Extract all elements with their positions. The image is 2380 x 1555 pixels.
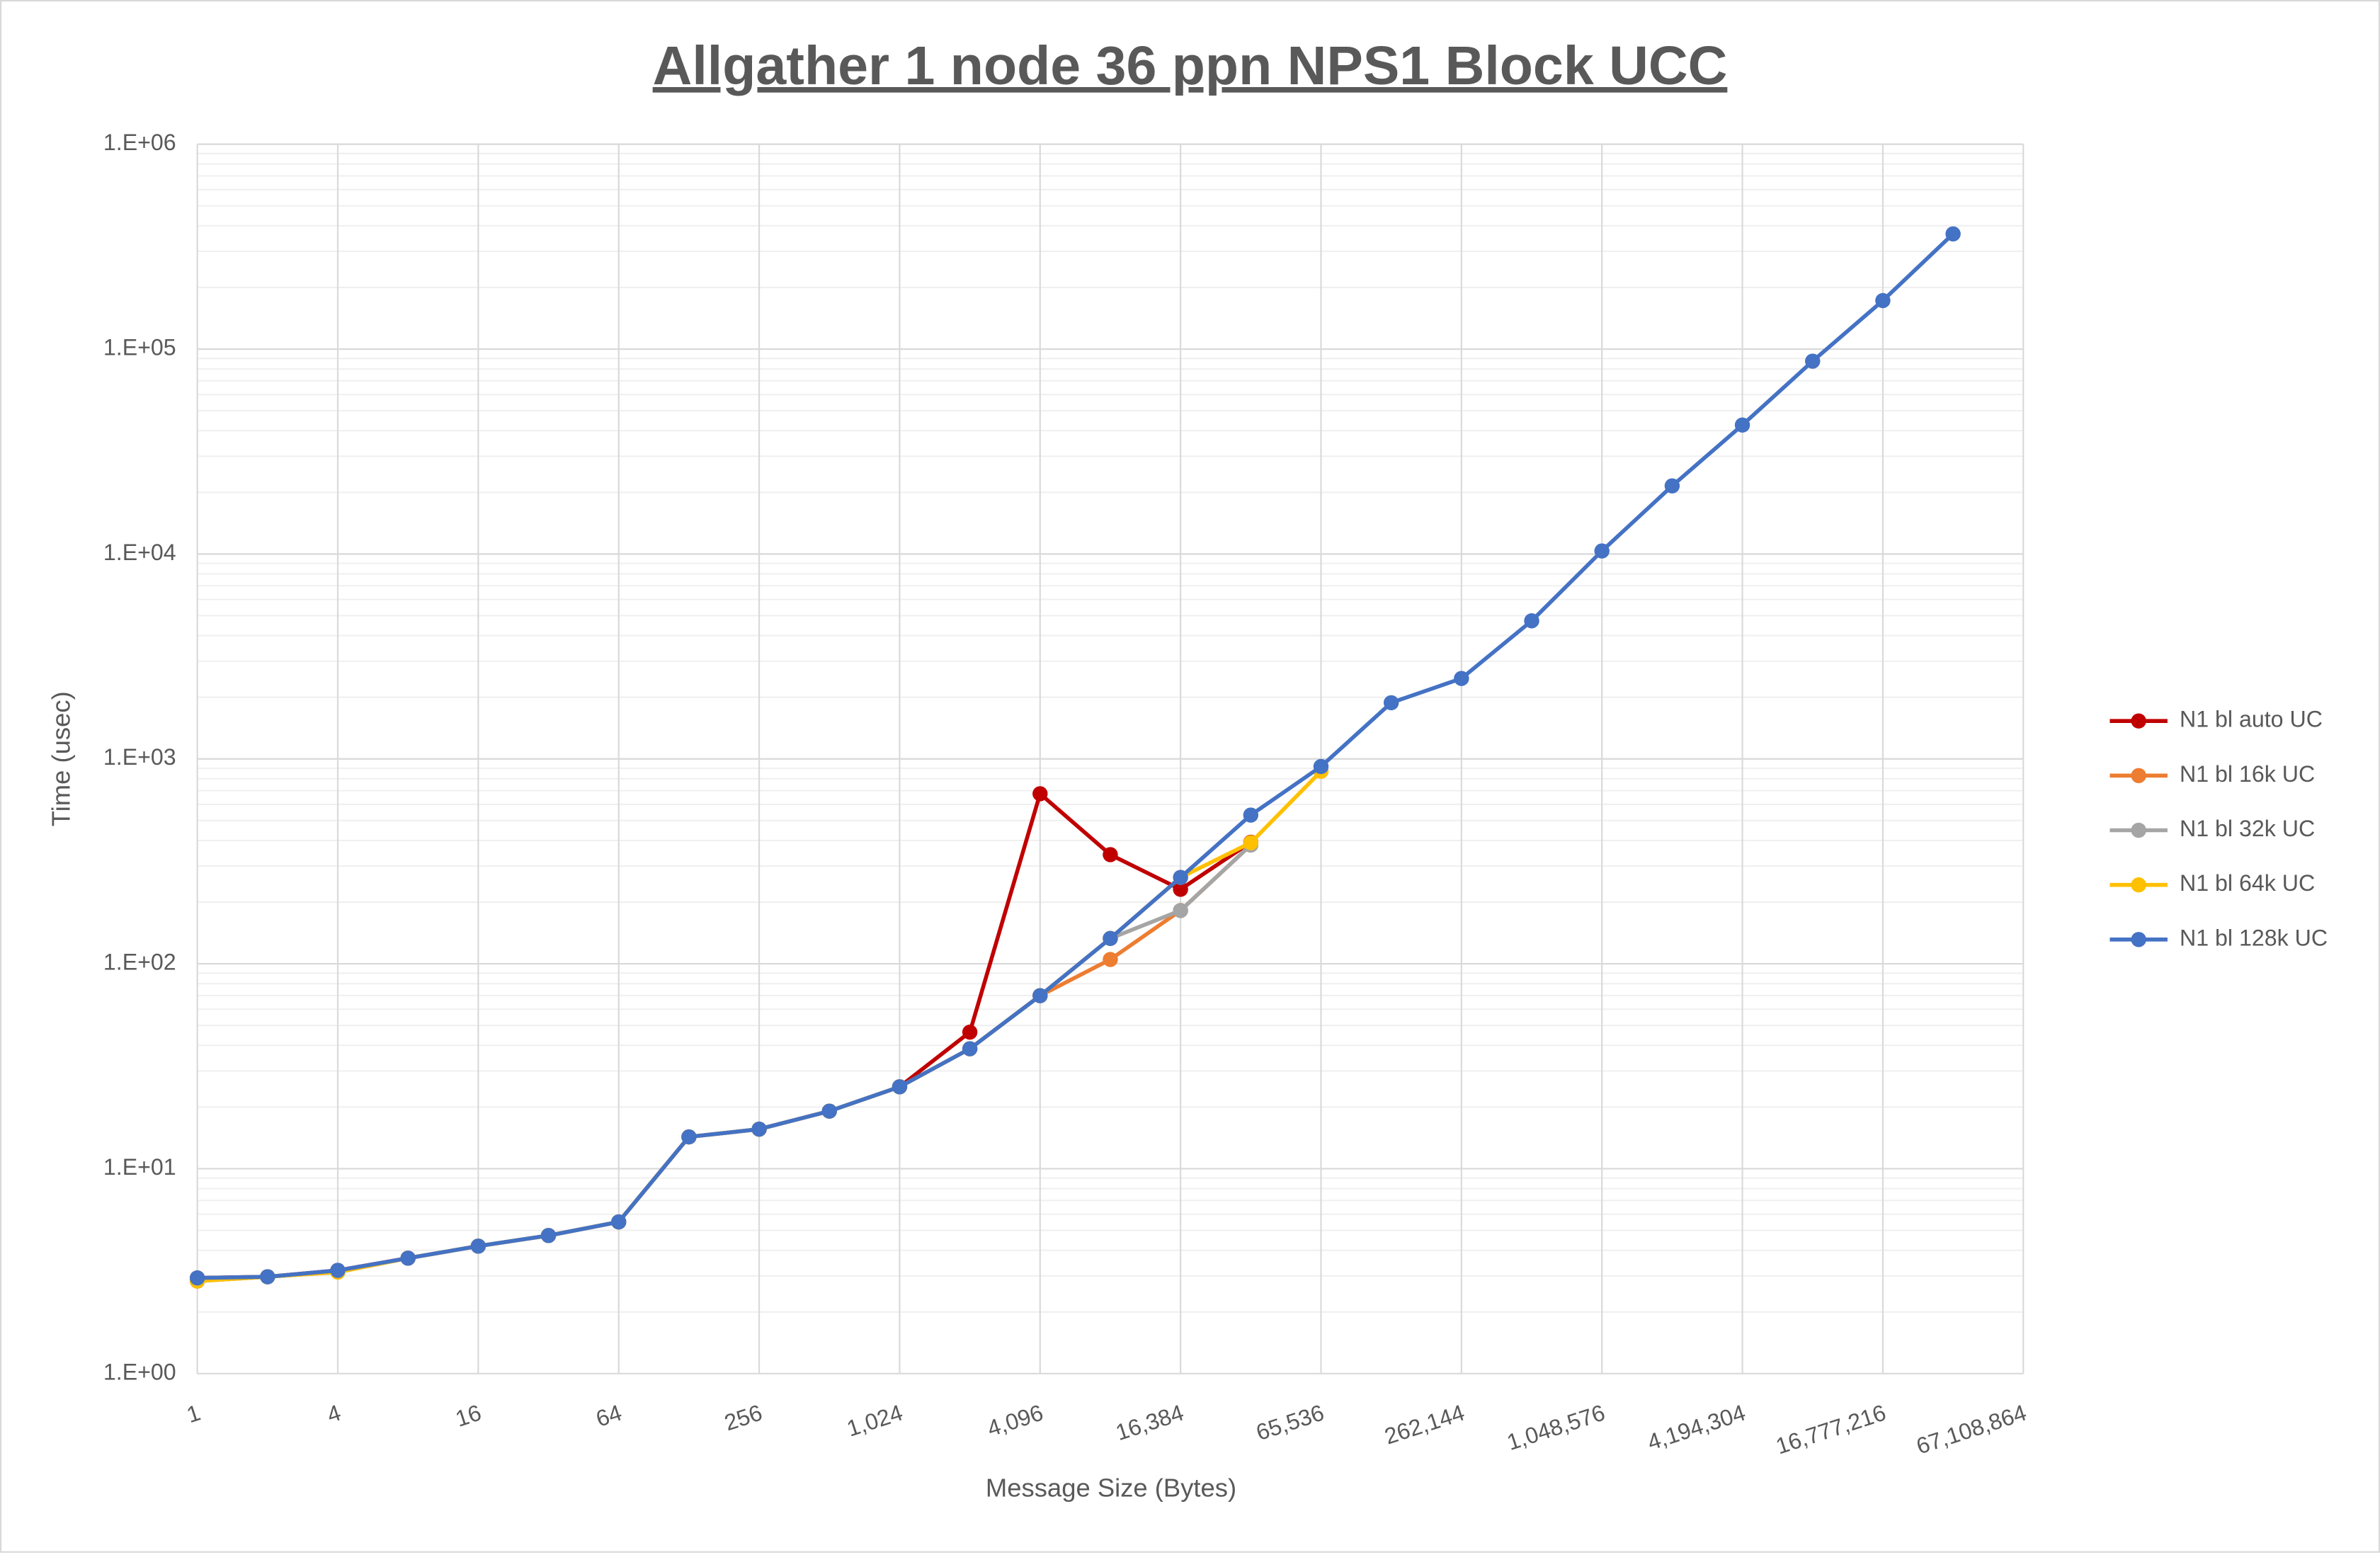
y-tick-label: 1.E+04 — [103, 540, 176, 565]
data-point — [1243, 835, 1259, 850]
data-point — [1103, 847, 1118, 862]
data-point — [1454, 671, 1469, 686]
legend-marker — [2131, 822, 2146, 838]
legend-label: N1 bl 128k UC — [2180, 925, 2328, 950]
series-line — [197, 232, 1955, 1280]
legend-marker — [2131, 932, 2146, 947]
data-point — [1032, 786, 1048, 802]
data-point — [611, 1214, 627, 1230]
grid: 1.E+00 1.E+01 1.E+02 1.E+03 1.E+04 1.E+05 1.E+… — [103, 130, 2029, 1459]
y-tick-label: 1.E+01 — [103, 1154, 176, 1180]
data-point — [962, 1041, 978, 1056]
data-point — [1594, 543, 1610, 559]
data-point — [1032, 988, 1048, 1003]
data-point — [330, 1263, 346, 1278]
data-point — [1945, 226, 1961, 242]
legend-marker — [2131, 713, 2146, 729]
data-point — [751, 1121, 767, 1137]
data-point — [189, 1270, 205, 1286]
chart-title: Allgather 1 node 36 ppn NPS1 Block UCC — [653, 35, 1728, 96]
data-point — [400, 1251, 416, 1266]
data-point — [540, 1228, 557, 1243]
legend-label: N1 bl 64k UC — [2180, 870, 2315, 896]
data-point — [1664, 478, 1680, 494]
data-point — [1734, 417, 1750, 433]
y-tick-label: 1.E+02 — [103, 950, 176, 975]
legend-marker — [2131, 877, 2146, 893]
data-point — [962, 1024, 978, 1040]
data-point — [1524, 613, 1539, 629]
data-point — [1313, 758, 1329, 775]
data-point — [1805, 353, 1821, 369]
x-axis-title: Message Size (Bytes) — [986, 1473, 1236, 1502]
y-tick-label: 1.E+05 — [103, 335, 176, 360]
data-point — [1383, 695, 1399, 711]
data-point — [821, 1103, 837, 1119]
plot-area — [189, 226, 1961, 1289]
data-point — [470, 1238, 486, 1254]
data-point — [1243, 807, 1259, 823]
data-point — [1173, 903, 1188, 918]
legend-label: N1 bl auto UC — [2180, 707, 2323, 732]
y-tick-label: 1.E+03 — [103, 744, 176, 770]
y-tick-label: 1.E+00 — [103, 1359, 176, 1384]
legend-label: N1 bl 16k UC — [2180, 761, 2315, 787]
data-point — [1173, 870, 1188, 885]
data-point — [260, 1269, 275, 1285]
data-point — [892, 1079, 908, 1095]
data-point — [1875, 292, 1891, 309]
y-tick-label: 1.E+06 — [103, 130, 176, 155]
data-point — [681, 1129, 697, 1145]
legend-label: N1 bl 32k UC — [2180, 816, 2315, 841]
data-point — [1103, 952, 1118, 967]
data-point — [1103, 930, 1118, 946]
data-point — [1173, 882, 1188, 897]
legend-marker — [2131, 768, 2146, 784]
y-axis-title: Time (usec) — [47, 691, 76, 826]
legend: N1 bl auto UC N1 bl 16k UC N1 bl 32k UC N1 … — [2109, 707, 2328, 950]
